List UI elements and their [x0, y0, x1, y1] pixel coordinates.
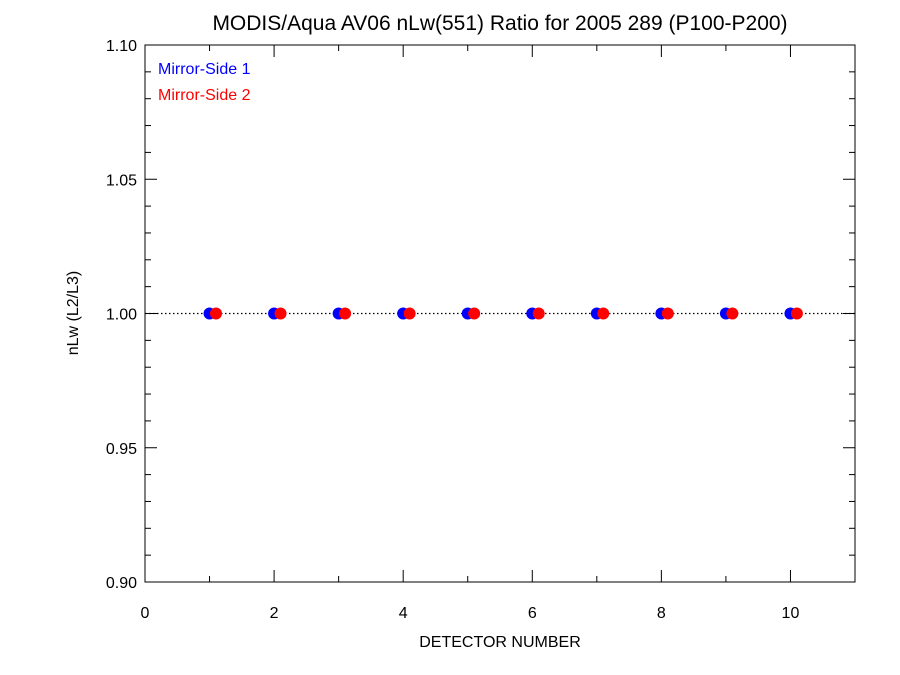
x-tick-label: 8	[657, 605, 666, 622]
x-tick-label: 4	[399, 605, 408, 622]
x-axis-label: DETECTOR NUMBER	[419, 634, 581, 651]
y-axis: 0.90 0.95 1.00 1.05 1.10	[106, 38, 855, 592]
data-point-series-2	[597, 307, 610, 320]
data-point-series-2	[790, 307, 803, 320]
data-point-series-2	[274, 307, 287, 320]
y-axis-label: nLw (L2/L3)	[65, 271, 82, 356]
data-points	[203, 307, 803, 320]
data-point-series-2	[468, 307, 481, 320]
data-point-series-2	[403, 307, 416, 320]
x-tick-label: 2	[270, 605, 279, 622]
x-tick-label: 10	[782, 605, 800, 622]
legend-item-mirror-side-1: Mirror-Side 1	[158, 61, 251, 78]
x-tick-label: 0	[141, 605, 150, 622]
y-tick-label: 1.00	[106, 307, 137, 324]
y-tick-label: 0.90	[106, 575, 137, 592]
data-point-series-2	[210, 307, 222, 320]
data-point-series-2	[339, 307, 352, 320]
data-point-series-2	[661, 307, 674, 320]
y-tick-label: 0.95	[106, 441, 137, 458]
x-axis: 0 2 4 6 8 10	[141, 45, 856, 622]
data-point-series-2	[532, 307, 545, 320]
x-tick-label: 6	[528, 605, 537, 622]
y-tick-label: 1.10	[106, 38, 137, 55]
y-tick-label: 1.05	[106, 172, 137, 189]
legend-item-mirror-side-2: Mirror-Side 2	[158, 87, 251, 104]
legend: Mirror-Side 1 Mirror-Side 2	[158, 61, 251, 104]
chart-title: MODIS/Aqua AV06 nLw(551) Ratio for 2005 …	[212, 12, 787, 35]
data-point-series-2	[726, 307, 739, 320]
plot-area-frame	[144, 44, 856, 583]
